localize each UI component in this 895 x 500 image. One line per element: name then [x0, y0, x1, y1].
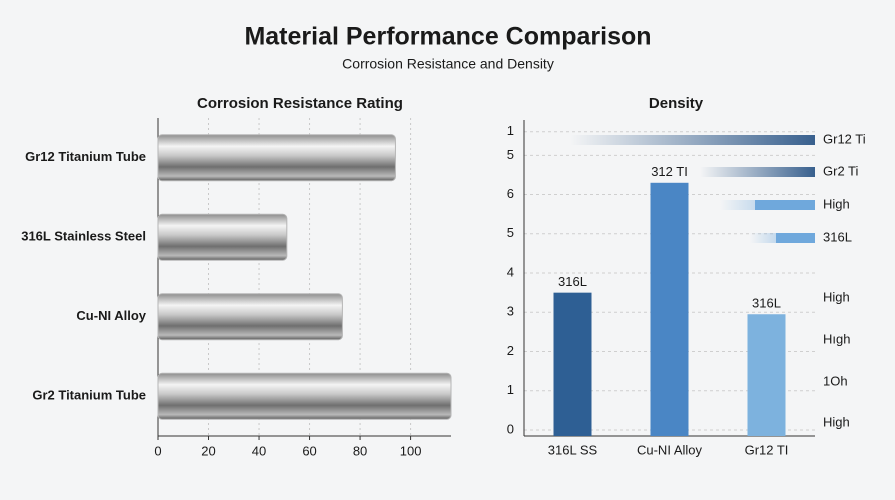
y-tick-label: 2	[507, 343, 514, 358]
faint-label: High	[823, 414, 850, 429]
bar	[553, 292, 592, 436]
x-tick-label: 80	[353, 443, 367, 458]
y-tick-label: 4	[507, 264, 514, 279]
legend-label: Gr2 Ti	[823, 163, 859, 178]
bar-annotation: 312 TI	[651, 164, 688, 179]
x-tick-label: 20	[201, 443, 215, 458]
y-tick-label: Cu-NI Alloy	[76, 308, 146, 323]
y-tick-label: 316L Stainless Steel	[21, 229, 146, 244]
y-tick-label: 3	[507, 304, 514, 319]
legend-label: High	[823, 196, 850, 211]
legend-label: Gr12 Ti	[823, 131, 866, 146]
x-tick-label: 40	[252, 443, 266, 458]
faint-label: Hıgh	[823, 331, 850, 346]
x-tick-label: Gr12 TI	[745, 442, 789, 457]
y-tick-label: 6	[507, 186, 514, 201]
y-tick-label: 5	[507, 225, 514, 240]
faint-label: High	[823, 289, 850, 304]
legend-fade	[570, 135, 815, 145]
bar	[747, 314, 786, 436]
x-tick-label: 60	[302, 443, 316, 458]
y-tick-label: 0	[507, 421, 514, 436]
legend-fade	[700, 167, 815, 177]
x-tick-label: 0	[154, 443, 161, 458]
faint-label: 1Oh	[823, 373, 848, 388]
page-subtitle: Corrosion Resistance and Density	[342, 56, 554, 72]
bar	[157, 372, 452, 420]
y-tick-label: Gr2 Titanium Tube	[32, 388, 146, 403]
legend-label: 316L	[823, 229, 852, 244]
y-tick-label: Gr12 Titanium Tube	[25, 149, 146, 164]
chart-title: Density	[649, 95, 704, 112]
y-tick-label: 1	[507, 382, 514, 397]
legend-swatch	[776, 233, 815, 243]
x-tick-label: 316L SS	[548, 442, 598, 457]
x-tick-label: Cu-NI Alloy	[637, 442, 703, 457]
bar	[157, 134, 396, 182]
bar-annotation: 316L	[752, 296, 781, 311]
bar	[157, 293, 343, 341]
bar	[650, 182, 689, 436]
y-tick-label: 1	[507, 123, 514, 138]
bar	[157, 213, 288, 261]
x-tick-label: 100	[400, 443, 422, 458]
chart-title: Corrosion Resistance Rating	[197, 95, 403, 112]
bar-annotation: 316L	[558, 274, 587, 289]
y-tick-label: 5	[507, 147, 514, 162]
page-title: Material Performance Comparison	[244, 23, 651, 51]
legend-swatch	[755, 200, 815, 210]
